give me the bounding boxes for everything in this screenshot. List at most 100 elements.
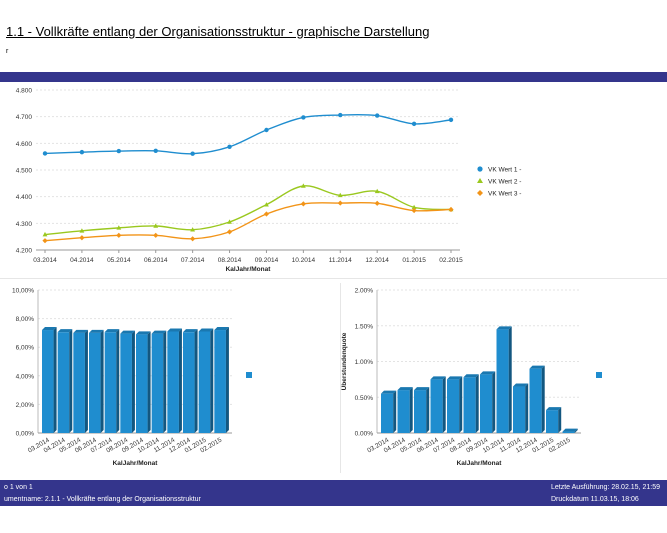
bar-side — [475, 374, 479, 433]
bar-side — [459, 376, 463, 433]
y-tick-label: 4.200 — [16, 248, 33, 255]
bar-top — [104, 329, 120, 333]
data-point — [300, 201, 306, 207]
page-indicator: o 1 von 1 — [4, 484, 33, 491]
bar — [480, 374, 493, 433]
data-point — [227, 219, 232, 224]
bar-top — [480, 371, 496, 375]
bar-top — [430, 376, 446, 380]
bar-side — [409, 387, 413, 433]
y-tick-label: 4.400 — [16, 194, 33, 201]
bar-side — [53, 327, 57, 433]
x-tick-label: 07.2014 — [181, 257, 205, 264]
bar-side — [558, 407, 562, 433]
data-point — [448, 117, 454, 123]
data-point — [42, 151, 48, 156]
bar-top — [463, 374, 479, 378]
legend-marker — [596, 372, 602, 378]
bar — [120, 333, 132, 433]
bar — [136, 334, 148, 433]
bar — [414, 390, 427, 433]
x-tick-label: 06.2014 — [144, 257, 168, 264]
bar-top — [73, 329, 88, 333]
data-point — [411, 207, 417, 214]
bar — [151, 333, 164, 433]
page-title: 1.1 - Vollkräfte entlang der Organisatio… — [6, 24, 430, 39]
bar — [496, 329, 509, 433]
bar — [447, 379, 460, 433]
data-point — [116, 225, 122, 230]
column-divider — [340, 283, 341, 473]
line-chart: 4.200 4.300 4.400 4.500 4.600 4.700 4.800 03.20… — [16, 88, 522, 274]
data-point — [153, 223, 159, 228]
data-point — [264, 127, 269, 133]
data-point — [153, 148, 158, 153]
data-point — [448, 206, 454, 213]
bar — [198, 331, 211, 433]
bar-side — [163, 330, 167, 433]
data-point — [411, 204, 417, 210]
bar-side — [147, 331, 151, 433]
legend-label: VK Wert 2 - — [488, 179, 521, 186]
bar-side — [393, 390, 397, 433]
x-axis-label: KalJahr/Monat — [226, 266, 272, 273]
data-point — [42, 238, 48, 244]
bar-top — [397, 387, 413, 391]
data-point — [264, 202, 269, 207]
y-axis-label: Überstundenquote — [341, 332, 348, 390]
bar-top — [151, 330, 167, 334]
data-point — [79, 149, 85, 155]
bar-side — [508, 326, 512, 433]
y-tick-label: 4.300 — [16, 221, 33, 228]
bar — [214, 330, 226, 433]
data-point — [42, 231, 48, 237]
data-point — [374, 200, 380, 206]
x-axis-label: KalJahr/Monat — [457, 460, 503, 467]
bar-top — [513, 383, 529, 387]
data-point — [190, 236, 196, 242]
bar — [167, 331, 179, 433]
y-tick-label: 4.700 — [16, 114, 33, 121]
bar-side — [574, 428, 578, 433]
bar-side — [69, 329, 73, 433]
data-point — [190, 151, 195, 156]
data-point — [374, 188, 380, 194]
bar — [529, 368, 542, 433]
x-tick-label: 01.2015 — [402, 257, 426, 264]
y-tick-label: 1.00% — [355, 359, 374, 366]
bar-side — [194, 329, 198, 433]
y-tick-label: 2.00% — [355, 288, 374, 295]
bar-top — [198, 328, 214, 332]
bar — [57, 332, 70, 433]
bar-side — [178, 328, 182, 433]
bar — [562, 431, 575, 433]
data-point — [263, 211, 270, 217]
bar-top — [57, 329, 73, 333]
bar — [104, 332, 117, 433]
legend-marker — [246, 372, 252, 378]
bar-side — [442, 376, 446, 433]
bar-chart-vk-quote: 0,00%2,00%4,00%6,00%8,00%10,00%03.201404… — [12, 288, 252, 467]
y-tick-label: 0.50% — [355, 395, 374, 402]
bar-top — [214, 327, 229, 331]
print-date: Druckdatum 11.03.15, 18:06 — [551, 496, 639, 503]
header-bar — [0, 72, 667, 82]
x-tick-label: 11.2014 — [329, 257, 352, 264]
bar-side — [492, 371, 496, 433]
data-point — [337, 192, 343, 198]
y-tick-label: 4.800 — [16, 88, 33, 95]
bar — [430, 379, 443, 433]
bar-side — [116, 329, 120, 433]
data-point — [79, 235, 85, 241]
bar-top — [562, 428, 578, 432]
data-point — [374, 113, 380, 118]
bar — [397, 390, 410, 433]
last-run: Letzte Ausführung: 28.02.15, 21:59 — [551, 484, 660, 491]
bar-side — [210, 328, 214, 433]
data-point — [338, 112, 343, 118]
legend-marker — [477, 166, 483, 172]
x-tick-label: 05.2014 — [107, 257, 131, 264]
legend-marker — [477, 178, 483, 183]
bar-side — [541, 365, 545, 433]
bar-top — [183, 329, 198, 333]
